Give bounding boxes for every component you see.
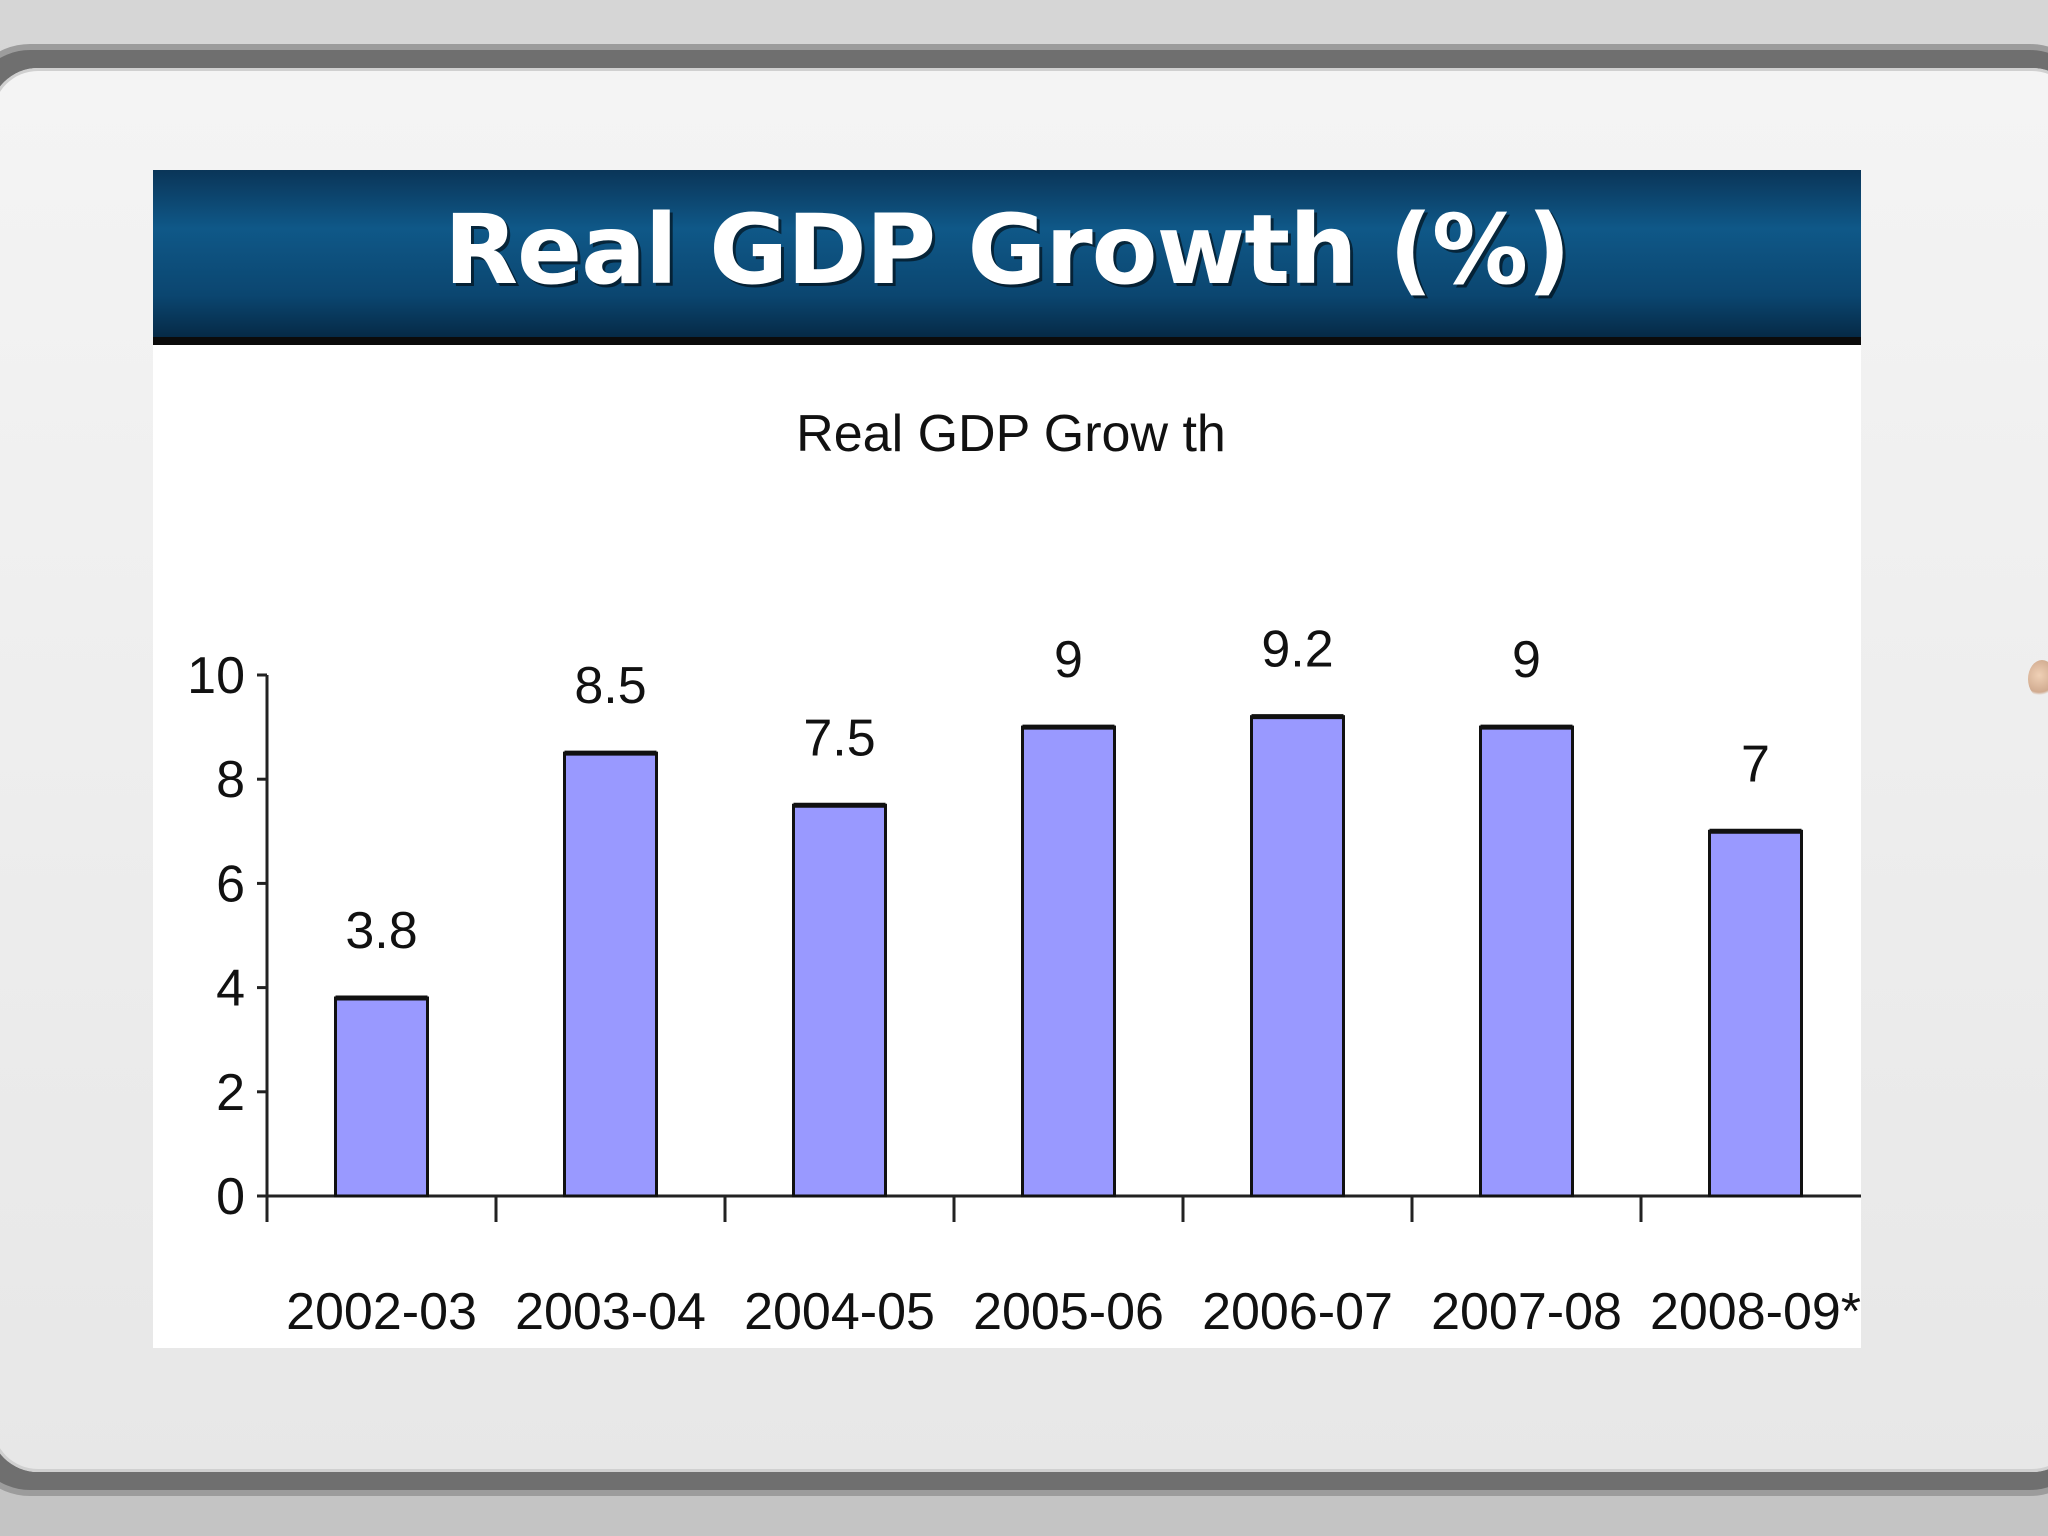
- data-label: 3.8: [345, 902, 417, 960]
- frame-knob: [2028, 660, 2048, 698]
- bar: [1021, 725, 1116, 1198]
- bar: [1708, 829, 1803, 1198]
- bar: [334, 996, 429, 1198]
- bars: [334, 714, 1803, 1198]
- y-tick-label: 10: [187, 647, 245, 705]
- y-axis: 0 2 4 6 8 10: [187, 647, 269, 1226]
- x-tick-label: 2007-08: [1431, 1283, 1622, 1341]
- x-axis: 2002-03 2003-04 2004-05 2005-06 2006-07 2007-…: [265, 1194, 1861, 1341]
- data-label: 7: [1741, 735, 1770, 793]
- data-label: 8.5: [574, 657, 646, 715]
- y-tick-label: 2: [216, 1064, 245, 1122]
- bar: [1250, 715, 1345, 1198]
- x-tick-label: 2008-09*: [1650, 1283, 1861, 1341]
- title-banner: Real GDP Growth (%): [153, 170, 1861, 345]
- x-tick-label: 2004-05: [744, 1283, 935, 1341]
- data-label: 9: [1054, 631, 1083, 689]
- data-label: 9: [1512, 631, 1541, 689]
- x-tick-label: 2003-04: [515, 1283, 706, 1341]
- bar: [792, 803, 887, 1198]
- x-tick-label: 2006-07: [1202, 1283, 1393, 1341]
- x-tick-label: 2005-06: [973, 1283, 1164, 1341]
- page-title: Real GDP Growth (%): [444, 193, 1571, 306]
- y-tick-label: 8: [216, 751, 245, 809]
- y-tick-label: 0: [216, 1168, 245, 1226]
- x-tick-label: 2002-03: [286, 1283, 477, 1341]
- chart-title: Real GDP Grow th: [796, 405, 1226, 463]
- data-label: 7.5: [803, 709, 875, 767]
- data-labels: 3.8 8.5 7.5 9 9.2 9 7: [345, 621, 1770, 960]
- y-tick-label: 6: [216, 855, 245, 913]
- bar: [563, 751, 658, 1198]
- bar: [1479, 725, 1574, 1198]
- chart-area: Real GDP Grow th 0 2 4 6 8 10 2002-03 2003-04 2…: [153, 345, 1861, 1348]
- y-tick-label: 4: [216, 960, 245, 1018]
- data-label: 9.2: [1261, 621, 1333, 679]
